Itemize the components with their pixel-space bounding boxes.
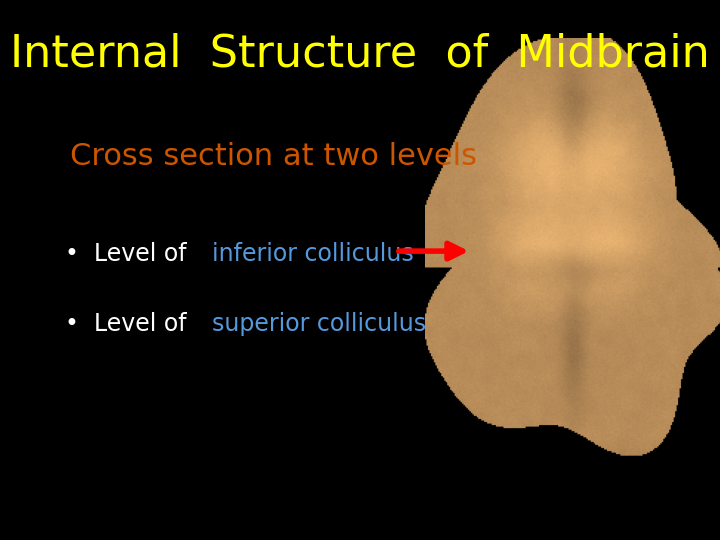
Text: superior colliculus: superior colliculus	[212, 312, 426, 336]
Text: •  Level of: • Level of	[65, 312, 194, 336]
Text: Internal  Structure  of  Midbrain: Internal Structure of Midbrain	[10, 32, 710, 76]
Text: •  Level of: • Level of	[65, 242, 194, 266]
Text: Cross section at two levels: Cross section at two levels	[70, 142, 477, 171]
Text: inferior colliculus: inferior colliculus	[212, 242, 414, 266]
